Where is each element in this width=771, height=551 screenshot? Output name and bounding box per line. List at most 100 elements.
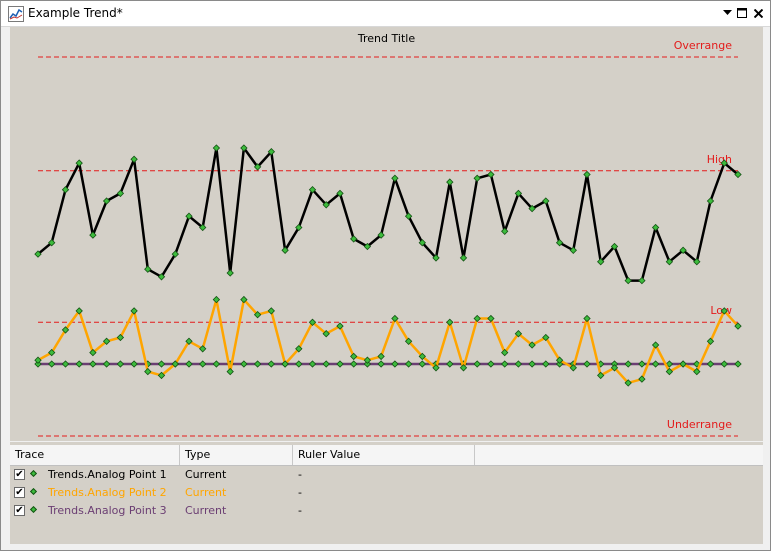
data-point — [253, 360, 262, 368]
data-point — [281, 246, 289, 254]
data-point — [295, 223, 303, 232]
column-header-type[interactable]: Type — [180, 445, 293, 465]
data-point — [651, 223, 660, 232]
data-point — [542, 333, 550, 342]
maximize-icon — [737, 8, 747, 18]
data-point — [583, 170, 591, 179]
data-point — [34, 360, 42, 368]
data-point — [75, 307, 83, 315]
data-point — [624, 276, 632, 285]
column-header-trace[interactable]: Trace — [10, 445, 180, 465]
data-point — [157, 273, 166, 281]
trace-checkbox[interactable]: ✔ — [14, 505, 25, 516]
data-point — [610, 364, 619, 372]
trace-marker-icon — [29, 505, 38, 514]
trace-name: Trends.Analog Point 2 — [48, 486, 167, 499]
trace-name: Trends.Analog Point 1 — [48, 468, 167, 481]
data-point — [116, 333, 125, 342]
data-point — [651, 360, 660, 368]
trace-ruler-value: - — [298, 486, 302, 499]
trace-ruler-value: - — [298, 468, 302, 481]
data-point — [418, 239, 426, 247]
trace-checkbox[interactable]: ✔ — [14, 487, 25, 498]
data-point — [185, 360, 193, 368]
data-point — [61, 360, 70, 368]
data-point — [665, 367, 674, 376]
data-point — [350, 360, 358, 368]
legend-row[interactable]: ✔ Trends.Analog Point 2 Current - — [10, 484, 763, 502]
data-point — [473, 314, 481, 323]
close-icon — [753, 8, 763, 18]
data-point — [89, 348, 97, 357]
data-point — [157, 360, 166, 368]
data-point — [377, 231, 385, 239]
data-point — [336, 322, 344, 330]
data-point — [404, 337, 413, 345]
data-point — [350, 352, 358, 361]
data-point — [473, 174, 481, 182]
maximize-button[interactable] — [734, 5, 750, 21]
data-point — [720, 360, 728, 368]
data-point — [363, 360, 372, 368]
data-point — [583, 360, 591, 368]
data-point — [569, 246, 577, 254]
dropdown-button[interactable] — [719, 5, 735, 21]
data-point — [446, 178, 454, 186]
data-point — [75, 159, 83, 167]
data-point — [706, 337, 715, 345]
trend-plot[interactable] — [10, 27, 763, 441]
data-point — [240, 295, 248, 304]
trace-checkbox[interactable]: ✔ — [14, 469, 25, 480]
legend-header: Trace Type Ruler Value — [10, 445, 763, 466]
data-point — [693, 258, 701, 266]
data-point — [89, 360, 97, 368]
data-point — [487, 314, 495, 323]
column-header-ruler-value[interactable]: Ruler Value — [293, 445, 475, 465]
data-point — [404, 212, 413, 220]
data-point — [679, 360, 687, 368]
data-point — [555, 356, 564, 364]
data-point — [185, 337, 193, 345]
data-point — [542, 197, 550, 205]
series-line — [37, 146, 739, 282]
data-point — [624, 379, 632, 387]
data-point — [459, 364, 468, 372]
data-point — [569, 364, 577, 372]
data-point — [61, 326, 70, 334]
data-point — [308, 360, 317, 368]
trend-plot-area[interactable]: Trend Title Overrange High Low Underrang… — [10, 27, 763, 441]
close-button[interactable] — [750, 5, 766, 21]
chart-title: Trend Title — [357, 32, 416, 45]
data-point — [391, 174, 399, 182]
data-point — [473, 360, 481, 368]
data-point — [638, 276, 646, 285]
trace-type: Current — [185, 468, 227, 481]
data-point — [116, 360, 125, 368]
data-point — [528, 360, 536, 368]
data-point — [212, 144, 221, 152]
title-bar[interactable]: Example Trend* — [1, 1, 770, 27]
data-point — [61, 186, 70, 194]
data-point — [281, 360, 289, 368]
underrange-label: Underrange — [666, 418, 732, 431]
data-point — [34, 356, 42, 364]
data-point — [171, 360, 179, 368]
data-point — [363, 242, 372, 251]
data-point — [597, 371, 605, 380]
data-point — [308, 186, 317, 194]
data-point — [651, 341, 660, 349]
data-point — [610, 360, 619, 368]
data-point — [446, 318, 454, 326]
data-point — [267, 148, 276, 156]
data-point — [487, 360, 495, 368]
data-point — [48, 239, 56, 247]
window-title: Example Trend* — [28, 6, 123, 20]
data-point — [308, 318, 317, 326]
data-point — [226, 269, 234, 277]
data-point — [48, 360, 56, 368]
data-point — [295, 360, 303, 368]
legend-row[interactable]: ✔ Trends.Analog Point 1 Current - — [10, 466, 763, 484]
data-point — [363, 356, 372, 364]
legend-row[interactable]: ✔ Trends.Analog Point 3 Current - — [10, 502, 763, 520]
